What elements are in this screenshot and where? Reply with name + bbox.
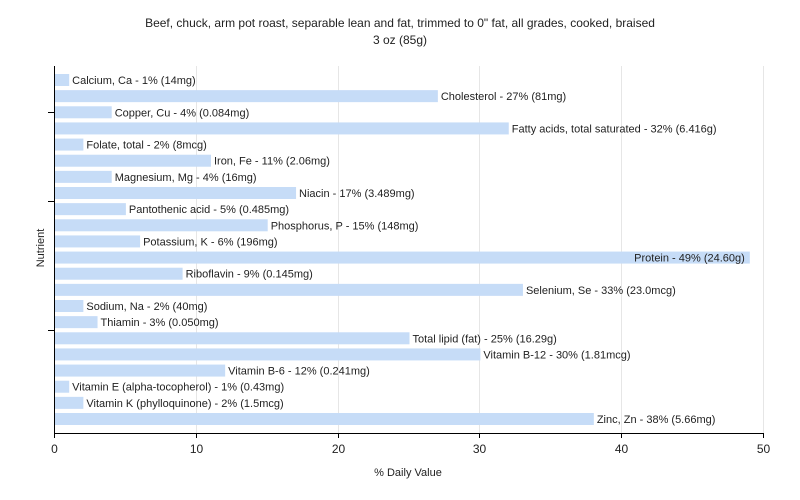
bar — [55, 106, 112, 119]
y-axis-title: Nutrient — [35, 229, 47, 268]
chart-title: Beef, chuck, arm pot roast, separable le… — [145, 16, 655, 30]
bar-label: Niacin - 17% (3.489mg) — [299, 188, 415, 200]
bar-label: Riboflavin - 9% (0.145mg) — [186, 269, 313, 281]
bar — [55, 219, 268, 232]
x-tick-label: 0 — [51, 442, 58, 456]
bar — [55, 203, 126, 216]
bar — [55, 300, 84, 312]
bar-label: Fatty acids, total saturated - 32% (6.41… — [512, 123, 717, 135]
bar-label: Vitamin B-6 - 12% (0.241mg) — [228, 366, 370, 378]
axis-layer: 0 10 20 30 40 50 — [48, 66, 770, 456]
bar — [55, 348, 481, 361]
bar — [55, 138, 84, 151]
bar — [55, 283, 523, 296]
x-tick-label: 40 — [615, 442, 629, 456]
bar — [55, 90, 438, 103]
x-tick-label: 30 — [473, 442, 487, 456]
bar-label: Vitamin B-12 - 30% (1.81mcg) — [483, 349, 630, 361]
bar-label: Sodium, Na - 2% (40mg) — [86, 301, 207, 313]
bar — [55, 170, 112, 183]
x-tick-label: 50 — [757, 442, 771, 456]
bar-label: Phosphorus, P - 15% (148mg) — [271, 220, 419, 232]
grid-layer — [196, 66, 764, 433]
bar-label: Selenium, Se - 33% (23.0mcg) — [526, 285, 676, 297]
bar-label: Copper, Cu - 4% (0.084mg) — [115, 107, 250, 119]
bar-label: Calcium, Ca - 1% (14mg) — [72, 75, 195, 87]
bar-layer: Calcium, Ca - 1% (14mg) Cholesterol - 27%… — [55, 74, 750, 426]
bar — [55, 316, 98, 329]
bar — [55, 332, 410, 345]
bar — [55, 380, 70, 393]
bar — [55, 187, 297, 199]
bar-label: Vitamin K (phylloquinone) - 2% (1.5mcg) — [86, 398, 283, 410]
bar-label: Total lipid (fat) - 25% (16.29g) — [413, 333, 557, 345]
bar-label: Potassium, K - 6% (196mg) — [143, 236, 278, 248]
bar — [55, 74, 70, 86]
x-axis-title: % Daily Value — [374, 467, 442, 479]
bar-label: Pantothenic acid - 5% (0.485mg) — [129, 204, 289, 216]
bar — [55, 251, 750, 264]
bar-label: Iron, Fe - 11% (2.06mg) — [214, 156, 330, 168]
bar — [55, 364, 226, 377]
bar-label: Vitamin E (alpha-tocopherol) - 1% (0.43m… — [72, 382, 284, 394]
bar-label: Protein - 49% (24.60g) — [634, 253, 745, 265]
bar — [55, 122, 509, 135]
bar-label: Zinc, Zn - 38% (5.66mg) — [597, 414, 716, 426]
chart-subtitle: 3 oz (85g) — [372, 33, 428, 47]
bar-label: Magnesium, Mg - 4% (16mg) — [115, 172, 257, 184]
x-tick-label: 20 — [332, 442, 346, 456]
x-tick-label: 10 — [190, 442, 204, 456]
bar-label: Cholesterol - 27% (81mg) — [441, 91, 566, 103]
bar-label: Thiamin - 3% (0.050mg) — [101, 317, 219, 329]
bar — [55, 154, 211, 167]
bar — [55, 413, 594, 425]
bar — [55, 396, 84, 409]
bar-label: Folate, total - 2% (8mcg) — [86, 140, 206, 152]
bar — [55, 267, 183, 280]
bar — [55, 235, 141, 248]
